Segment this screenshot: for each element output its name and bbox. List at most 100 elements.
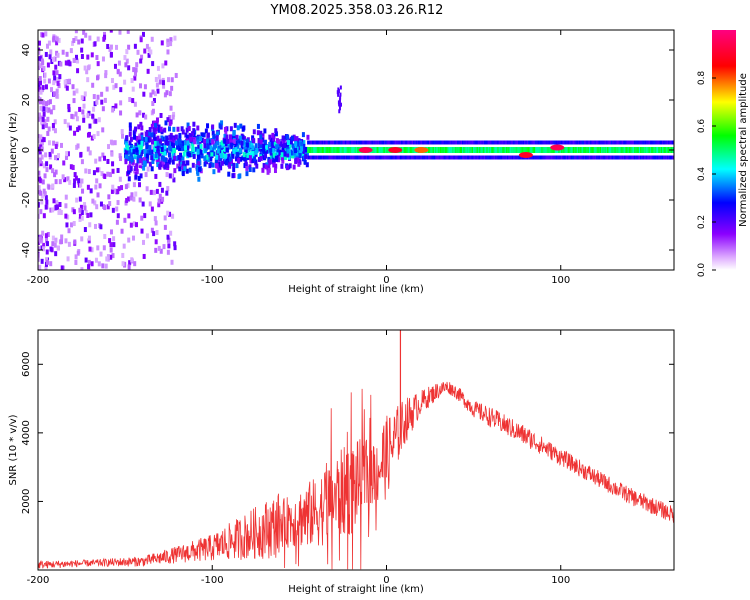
heatmap-cell <box>45 257 49 263</box>
heatmap-line-cell <box>409 147 412 153</box>
heatmap-cell <box>123 79 127 85</box>
heatmap-line-cell <box>413 147 416 153</box>
heatmap-line-cell <box>548 147 551 153</box>
heatmap-cell <box>40 258 44 264</box>
heatmap-line-cell <box>459 147 462 153</box>
heatmap-cell <box>141 239 145 245</box>
heatmap-cell <box>150 227 154 233</box>
heatmap-cell <box>127 169 131 175</box>
heatmap-cell <box>55 88 59 94</box>
heatmap-cell <box>113 140 117 146</box>
heatmap-line-cell <box>570 140 573 145</box>
heatmap-cell <box>164 120 168 126</box>
heatmap-cell <box>272 152 276 158</box>
heatmap-line-cell <box>548 140 551 145</box>
heatmap-cell <box>174 72 178 78</box>
heatmap-line-cell <box>419 155 422 160</box>
heatmap-cell <box>129 152 133 158</box>
heatmap-line-cell <box>332 147 335 153</box>
heatmap-cell <box>126 145 130 151</box>
heatmap-line-cell <box>540 140 543 145</box>
heatmap-cell <box>55 93 59 99</box>
heatmap-line-cell <box>425 140 428 145</box>
heatmap-line-cell <box>643 155 646 160</box>
heatmap-cell <box>162 83 166 89</box>
heatmap-cell <box>111 161 115 167</box>
heatmap-line-cell <box>572 147 575 153</box>
heatmap-line-cell <box>336 147 339 153</box>
heatmap-line-cell <box>409 140 412 145</box>
heatmap-cell <box>63 177 67 183</box>
heatmap-line-cell <box>420 155 423 160</box>
heatmap-cell <box>172 177 176 183</box>
heatmap-cell <box>127 65 131 71</box>
heatmap-cell <box>177 154 181 160</box>
heatmap-line-cell <box>346 140 349 145</box>
heatmap-line-cell <box>498 140 501 145</box>
heatmap-line-cell <box>379 140 382 145</box>
heatmap-line-cell <box>482 155 485 160</box>
heatmap-cell <box>60 239 64 245</box>
heatmap-line-cell <box>403 155 406 160</box>
heatmap-line-cell <box>449 140 452 145</box>
heatmap-cell <box>236 143 240 149</box>
heatmap-line-cell <box>325 155 328 160</box>
heatmap-cell <box>270 141 274 147</box>
heatmap-cell <box>119 110 123 116</box>
heatmap-line-cell <box>390 155 393 160</box>
heatmap-cell <box>83 205 87 211</box>
heatmap-line-cell <box>401 140 404 145</box>
heatmap-cell <box>38 99 42 105</box>
heatmap-line-cell <box>527 140 530 145</box>
heatmap-cell <box>132 196 136 202</box>
heatmap-cell <box>118 176 122 182</box>
heatmap-line-cell <box>627 155 630 160</box>
heatmap-line-cell <box>535 140 538 145</box>
heatmap-line-cell <box>482 140 485 145</box>
heatmap-cell <box>41 124 45 130</box>
heatmap-cell <box>220 160 224 166</box>
heatmap-line-cell <box>571 155 574 160</box>
heatmap-line-cell <box>538 140 541 145</box>
heatmap-line-cell <box>596 147 599 153</box>
heatmap-cell <box>155 230 159 236</box>
heatmap-cell <box>280 163 284 169</box>
heatmap-cell <box>192 121 196 127</box>
heatmap-cell <box>150 123 154 129</box>
heatmap-cell <box>153 123 157 129</box>
heatmap-line-cell <box>624 140 627 145</box>
heatmap-line-cell <box>627 140 630 145</box>
heatmap-cell <box>157 124 161 130</box>
snr-x-tick-label: -100 <box>201 575 224 586</box>
heatmap-cell <box>236 138 240 144</box>
heatmap-line-cell <box>453 147 456 153</box>
heatmap-cell <box>173 148 177 154</box>
heatmap-line-cell <box>570 147 573 153</box>
heatmap-cell <box>142 112 146 118</box>
heatmap-line-cell <box>604 155 607 160</box>
heatmap-line-cell <box>397 155 400 160</box>
heatmap-line-cell <box>560 140 563 145</box>
heatmap-line-cell <box>666 147 669 153</box>
heatmap-cell <box>40 154 44 160</box>
heatmap-cell <box>68 61 72 67</box>
heatmap-line-cell <box>662 147 665 153</box>
heatmap-line-cell <box>397 140 400 145</box>
heatmap-cell <box>269 154 273 160</box>
heatmap-cell <box>72 90 76 96</box>
heatmap-cell <box>304 146 308 152</box>
heatmap-line-cell <box>346 147 349 153</box>
heatmap-cell <box>302 143 306 149</box>
heatmap-cell <box>77 178 81 184</box>
heatmap-cell <box>223 126 227 132</box>
heatmap-cell <box>191 146 195 152</box>
heatmap-line-cell <box>391 155 394 160</box>
heatmap-cell <box>211 138 215 144</box>
heatmap-cell <box>124 159 128 165</box>
heatmap-line-cell <box>608 155 611 160</box>
heatmap-line-cell <box>657 140 660 145</box>
heatmap-cell <box>124 149 128 155</box>
heatmap-line-cell <box>576 147 579 153</box>
heatmap-cell <box>138 163 142 169</box>
heatmap-line-cell <box>630 147 633 153</box>
